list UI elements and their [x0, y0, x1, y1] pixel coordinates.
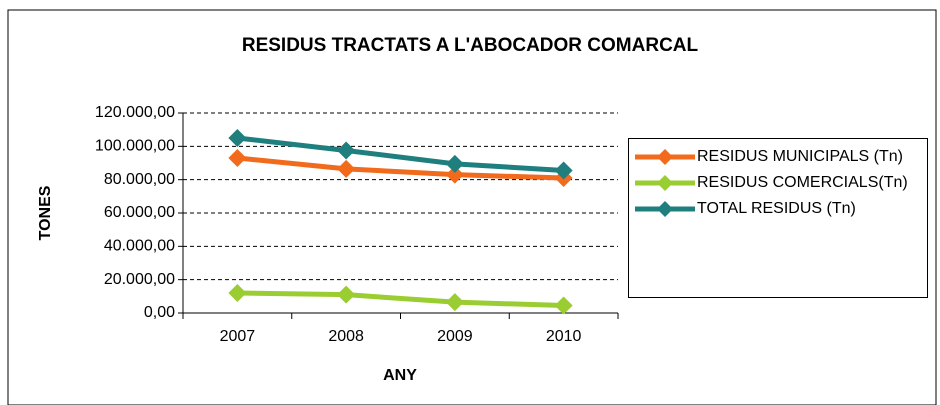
chart-border	[7, 9, 937, 405]
marker	[228, 149, 247, 167]
y-tick-label: 0,00	[144, 304, 175, 321]
legend-label: RESIDUS MUNICIPALS (Tn)	[697, 148, 903, 165]
x-tick-label: 2009	[437, 328, 473, 345]
x-tick-label: 2010	[546, 328, 582, 345]
legend-item: TOTAL RESIDUS (Tn)	[633, 199, 923, 219]
legend-marker	[657, 201, 673, 217]
marker	[228, 284, 247, 302]
legend-item: RESIDUS COMERCIALS(Tn)	[633, 173, 923, 193]
legend-marker	[657, 149, 673, 165]
legend-label: TOTAL RESIDUS (Tn)	[697, 200, 856, 217]
marker	[337, 285, 356, 304]
y-tick-label: 120.000,00	[95, 104, 175, 121]
marker	[445, 165, 464, 184]
legend-marker	[657, 175, 673, 191]
y-tick-label: 40.000,00	[104, 238, 175, 255]
line	[237, 135, 564, 173]
legend-symbol	[635, 149, 695, 165]
marker	[445, 293, 464, 312]
line	[237, 155, 564, 181]
marker	[337, 141, 356, 160]
marker	[445, 154, 464, 173]
x-tick-label: 2007	[220, 328, 256, 345]
marker	[337, 159, 356, 178]
marker	[554, 161, 573, 180]
legend-symbol	[635, 175, 695, 191]
x-axis-title: ANY	[383, 367, 417, 384]
legend-symbol	[635, 201, 695, 217]
x-tick-label: 2008	[328, 328, 364, 345]
line	[237, 290, 564, 308]
y-tick-label: 60.000,00	[104, 204, 175, 221]
y-tick-label: 100.000,00	[95, 138, 175, 155]
y-tick-label: 20.000,00	[104, 271, 175, 288]
legend: RESIDUS MUNICIPALS (Tn) RESIDUS COMERCIAL…	[628, 138, 928, 298]
marker	[554, 296, 573, 315]
marker	[228, 129, 247, 147]
y-tick-label: 80.000,00	[104, 171, 175, 188]
chart-title: RESIDUS TRACTATS A L'ABOCADOR COMARCAL	[242, 35, 699, 56]
y-axis-title: TONES	[37, 185, 54, 240]
legend-item: RESIDUS MUNICIPALS (Tn)	[633, 147, 923, 167]
legend-label: RESIDUS COMERCIALS(Tn)	[697, 174, 908, 191]
